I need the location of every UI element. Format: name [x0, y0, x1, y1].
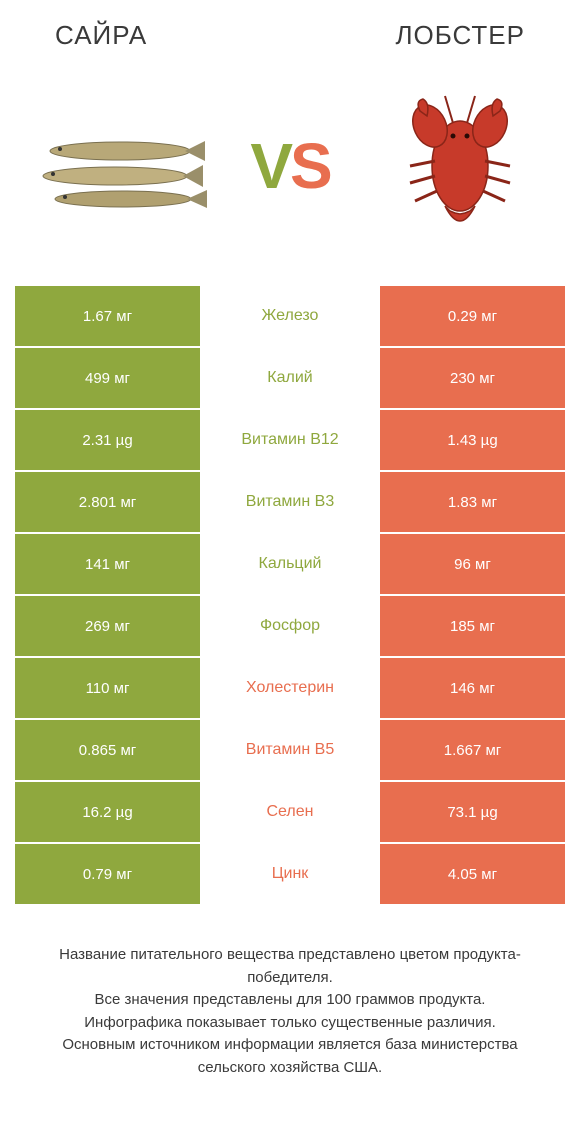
footer-line: Название питательного вещества представл…: [35, 944, 545, 989]
cell-left-value: 499 мг: [15, 348, 200, 408]
table-row: 1.67 мгЖелезо0.29 мг: [15, 286, 565, 346]
cell-right-value: 1.667 мг: [380, 720, 565, 780]
cell-nutrient-label: Витамин B5: [200, 720, 380, 780]
table-row: 110 мгХолестерин146 мг: [15, 658, 565, 718]
footer-line: Все значения представлены для 100 граммо…: [35, 989, 545, 1012]
cell-nutrient-label: Железо: [200, 286, 380, 346]
cell-nutrient-label: Цинк: [200, 844, 380, 904]
cell-right-value: 185 мг: [380, 596, 565, 656]
table-row: 499 мгКалий230 мг: [15, 348, 565, 408]
cell-nutrient-label: Кальций: [200, 534, 380, 594]
cell-right-value: 0.29 мг: [380, 286, 565, 346]
table-row: 269 мгФосфор185 мг: [15, 596, 565, 656]
cell-right-value: 146 мг: [380, 658, 565, 718]
cell-left-value: 2.801 мг: [15, 472, 200, 532]
title-right: ЛОБСТЕР: [395, 20, 525, 51]
cell-right-value: 230 мг: [380, 348, 565, 408]
cell-left-value: 141 мг: [15, 534, 200, 594]
cell-right-value: 4.05 мг: [380, 844, 565, 904]
vs-row: VS: [15, 76, 565, 256]
cell-left-value: 0.79 мг: [15, 844, 200, 904]
table-row: 2.31 µgВитамин B121.43 µg: [15, 410, 565, 470]
cell-right-value: 96 мг: [380, 534, 565, 594]
table-row: 141 мгКальций96 мг: [15, 534, 565, 594]
footer-line: Инфографика показывает только существенн…: [35, 1012, 545, 1035]
cell-left-value: 0.865 мг: [15, 720, 200, 780]
table-row: 2.801 мгВитамин B31.83 мг: [15, 472, 565, 532]
cell-left-value: 2.31 µg: [15, 410, 200, 470]
footer-text: Название питательного вещества представл…: [15, 944, 565, 1079]
cell-left-value: 1.67 мг: [15, 286, 200, 346]
cell-right-value: 73.1 µg: [380, 782, 565, 842]
cell-nutrient-label: Фосфор: [200, 596, 380, 656]
comparison-table: 1.67 мгЖелезо0.29 мг499 мгКалий230 мг2.3…: [15, 286, 565, 904]
footer-line: Основным источником информации является …: [35, 1034, 545, 1079]
vs-s: S: [290, 130, 330, 202]
cell-nutrient-label: Витамин B12: [200, 410, 380, 470]
table-row: 0.865 мгВитамин B51.667 мг: [15, 720, 565, 780]
table-row: 0.79 мгЦинк4.05 мг: [15, 844, 565, 904]
cell-left-value: 110 мг: [15, 658, 200, 718]
vs-v: V: [250, 130, 290, 202]
cell-left-value: 16.2 µg: [15, 782, 200, 842]
fish-icon: [30, 106, 210, 226]
cell-nutrient-label: Селен: [200, 782, 380, 842]
cell-nutrient-label: Витамин B3: [200, 472, 380, 532]
cell-left-value: 269 мг: [15, 596, 200, 656]
vs-label: VS: [250, 129, 329, 203]
cell-nutrient-label: Холестерин: [200, 658, 380, 718]
lobster-icon: [375, 91, 545, 241]
cell-right-value: 1.43 µg: [380, 410, 565, 470]
title-left: САЙРА: [55, 20, 147, 51]
cell-right-value: 1.83 мг: [380, 472, 565, 532]
table-row: 16.2 µgСелен73.1 µg: [15, 782, 565, 842]
food-image-left: [25, 86, 215, 246]
header: САЙРА ЛОБСТЕР: [15, 20, 565, 51]
cell-nutrient-label: Калий: [200, 348, 380, 408]
food-image-right: [365, 86, 555, 246]
